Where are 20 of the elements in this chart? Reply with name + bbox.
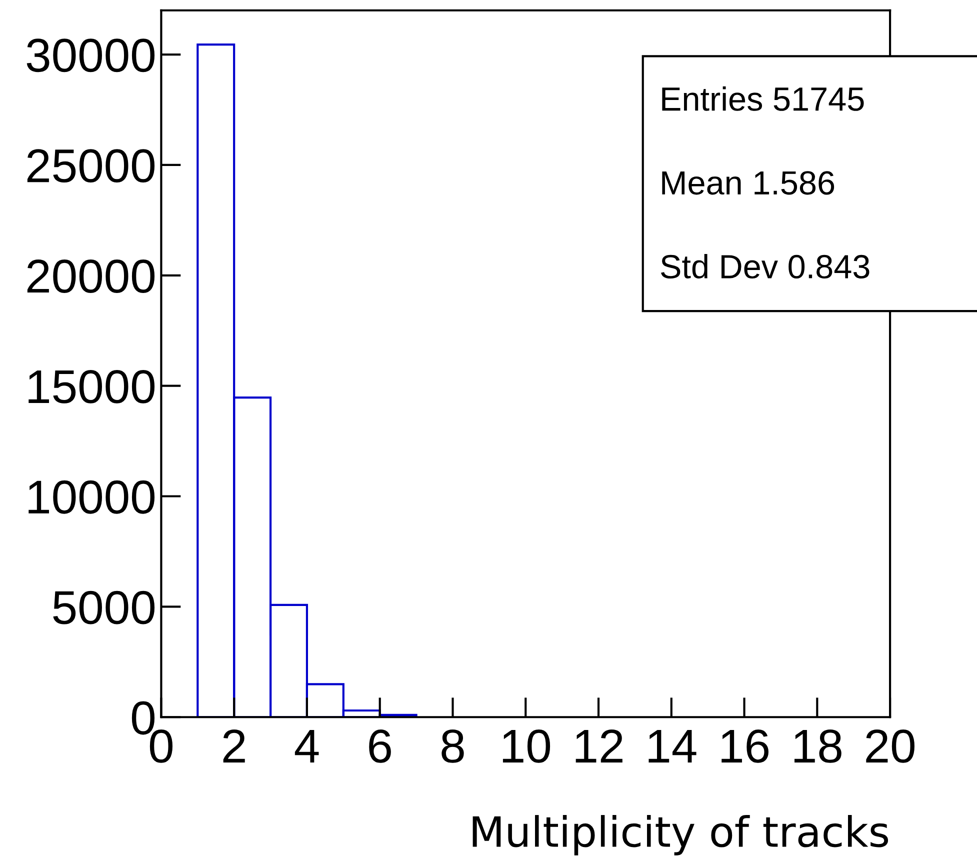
x-tick-label: 14 <box>648 730 696 762</box>
y-tick-label: 10000 <box>28 480 155 514</box>
x-tick-label: 12 <box>576 729 622 762</box>
x-tick-label: 18 <box>794 729 842 763</box>
y-tick-label: 5000 <box>53 590 155 624</box>
x-axis-title: Multiplicity of tracks <box>472 815 888 856</box>
y-tick-label: 20000 <box>27 260 155 293</box>
x-tick-label: 10 <box>502 729 550 763</box>
x-tick-label: 4 <box>294 730 319 762</box>
x-tick-label: 16 <box>722 729 768 763</box>
y-tick-label: 15000 <box>28 370 155 404</box>
x-tick-label: 8 <box>442 729 464 763</box>
y-tick-label: 25000 <box>27 149 155 183</box>
x-tick-label: 6 <box>369 729 391 763</box>
x-tick-label: 20 <box>866 729 914 763</box>
annotation: Entries 51745 <box>662 86 864 111</box>
annotation: Std Dev 0.843 <box>660 254 870 279</box>
x-tick-label: 2 <box>223 729 245 762</box>
annotation: Mean 1.586 <box>662 171 834 195</box>
y-tick-label: 30000 <box>26 38 155 72</box>
